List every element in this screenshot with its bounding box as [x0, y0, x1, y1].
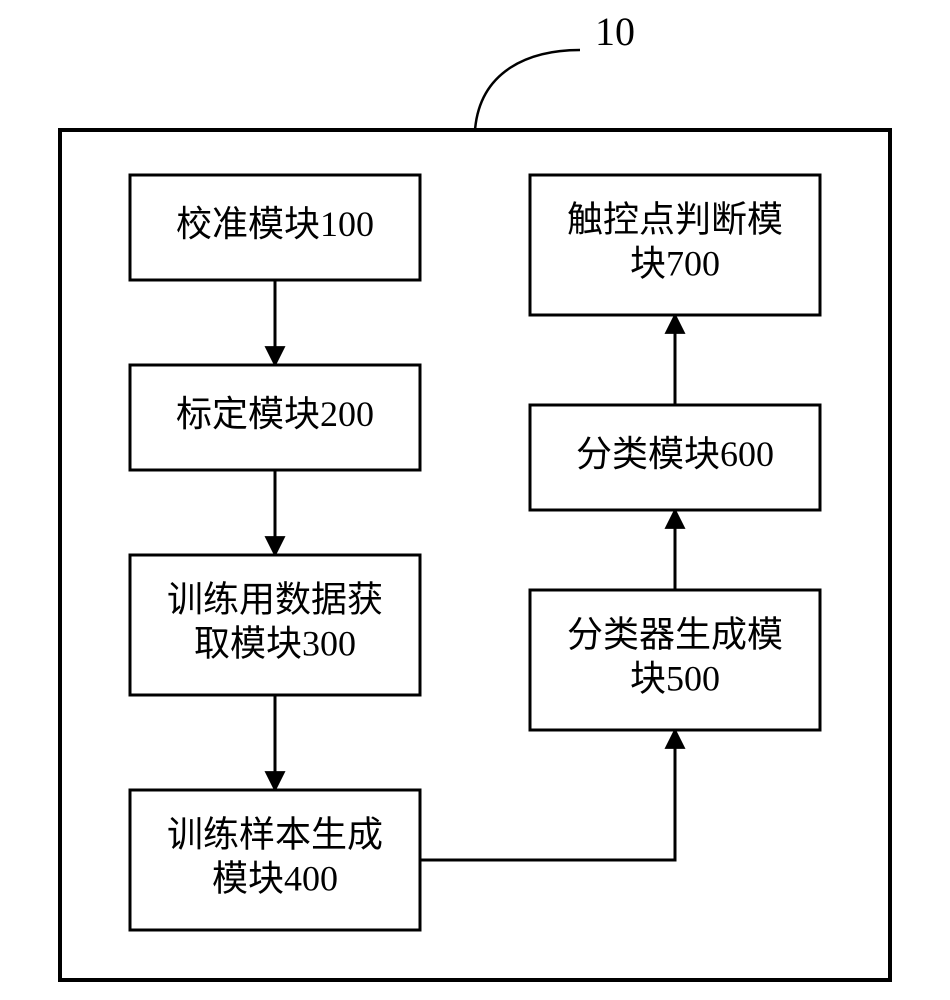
module-label: 训练用数据获: [167, 579, 383, 619]
reference-lead-line: [475, 50, 580, 130]
module-label: 分类模块600: [576, 434, 774, 474]
module-label: 触控点判断模: [567, 199, 783, 239]
module-label: 取模块300: [194, 623, 356, 663]
module-n600: 分类模块600: [530, 405, 820, 510]
module-n400: 训练样本生成模块400: [130, 790, 420, 930]
module-n200: 标定模块200: [130, 365, 420, 470]
module-label: 模块400: [212, 858, 338, 898]
module-label: 校准模块100: [176, 204, 374, 244]
module-label: 训练样本生成: [167, 814, 383, 854]
reference-number: 10: [595, 9, 635, 54]
module-n100: 校准模块100: [130, 175, 420, 280]
module-n300: 训练用数据获取模块300: [130, 555, 420, 695]
module-label: 块500: [630, 658, 720, 698]
module-label: 标定模块200: [176, 394, 374, 434]
module-n500: 分类器生成模块500: [530, 590, 820, 730]
module-n700: 触控点判断模块700: [530, 175, 820, 315]
module-label: 块700: [630, 243, 720, 283]
module-label: 分类器生成模: [567, 614, 783, 654]
